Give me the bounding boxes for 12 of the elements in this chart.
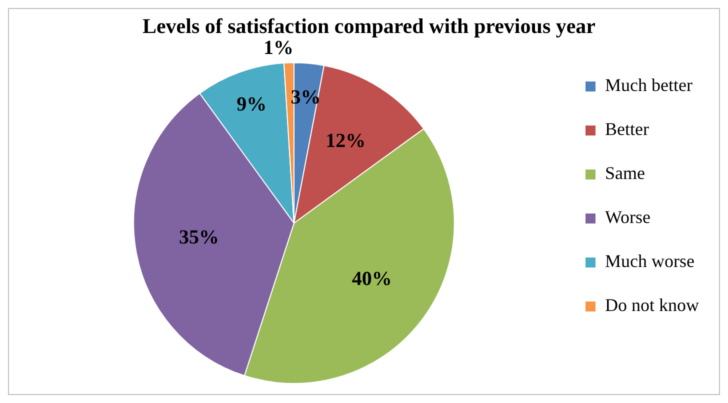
data-label: 40% xyxy=(352,268,392,290)
legend-label: Better xyxy=(605,119,649,140)
data-label: 1% xyxy=(264,36,294,59)
data-label: 9% xyxy=(236,94,267,116)
legend-label: Much better xyxy=(605,75,692,96)
legend-label: Do not know xyxy=(605,295,699,316)
legend-label: Worse xyxy=(605,207,651,228)
data-label: 12% xyxy=(326,130,366,152)
legend-label: Same xyxy=(605,163,645,184)
chart-title: Levels of satisfaction compared with previous year xyxy=(142,14,596,38)
data-label: 35% xyxy=(178,226,219,248)
legend-label: Much worse xyxy=(605,251,694,272)
